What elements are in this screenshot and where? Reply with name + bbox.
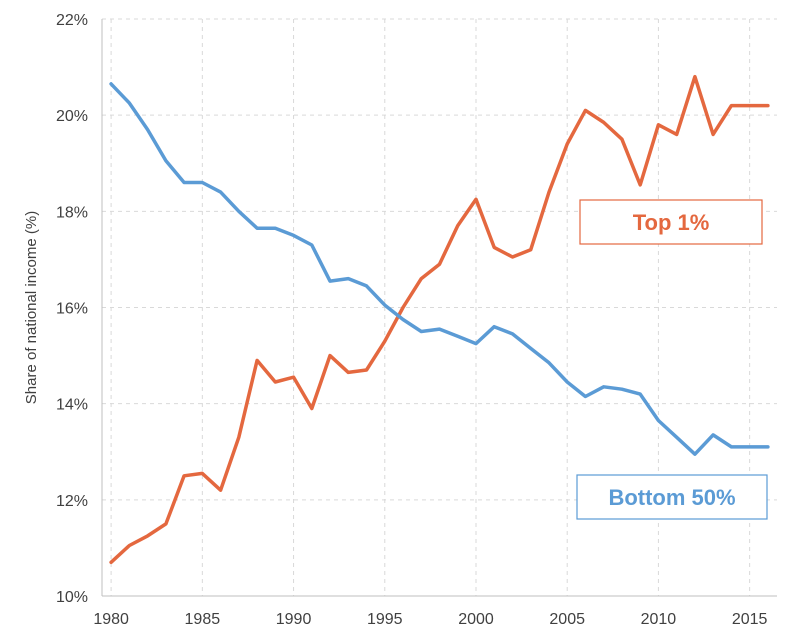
series-label-1: Bottom 50% [608,485,735,510]
x-tick-label: 2005 [549,611,585,628]
y-tick-label: 10% [56,589,88,606]
y-tick-label: 22% [56,12,88,29]
x-tick-label: 1985 [185,611,221,628]
y-tick-label: 18% [56,204,88,221]
y-tick-label: 12% [56,493,88,510]
x-tick-label: 1995 [367,611,403,628]
axes: 10% 12% 14% 16% 18% 20% 22% 1980 1985 1990 1995 200… [56,12,777,628]
x-tick-label: 1980 [93,611,129,628]
y-tick-label: 16% [56,301,88,318]
x-tick-label: 2000 [458,611,494,628]
series-label-box-1 [576,474,768,520]
y-axis-title: Share of national income (%) [23,211,40,404]
x-tick-label: 2015 [732,611,768,628]
y-tick-label: 14% [56,397,88,414]
x-tick-label: 2010 [641,611,677,628]
series-label-0: Top 1% [633,210,710,235]
series-lines [109,74,770,565]
y-tick-label: 20% [56,108,88,125]
series-label-box-0 [579,199,763,245]
series-line-0 [109,74,770,565]
x-tick-label: 1990 [276,611,312,628]
series-line-1 [109,82,770,456]
series-labels: Top 1% Bottom 50% [576,199,768,520]
